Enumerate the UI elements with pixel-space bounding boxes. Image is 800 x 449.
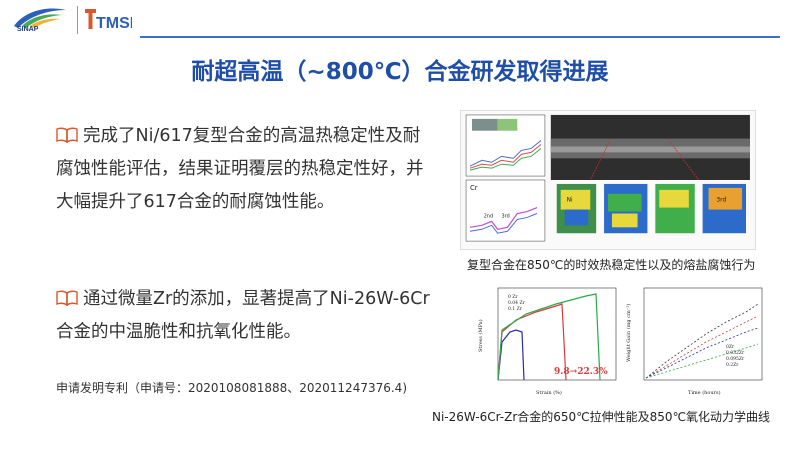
sinap-logo-icon bbox=[14, 8, 66, 28]
legend-0zr: 0 Zr bbox=[508, 294, 518, 300]
label-cr: Cr bbox=[470, 184, 478, 192]
legend-01zr: 0.1 Zr bbox=[508, 306, 523, 312]
stress-xlabel: Strain (%) bbox=[536, 389, 562, 396]
oxidation-series bbox=[645, 303, 759, 379]
sinap-logo-text: SINAP bbox=[17, 26, 39, 33]
bullet-text: 通过微量Zr的添加，显著提高了Ni-26W-6Cr合金的中温脆性和抗氧化性能。 bbox=[56, 289, 430, 342]
legend-ox-0032zr: 0.032Zr bbox=[726, 350, 745, 356]
bullet-text: 完成了Ni/617复型合金的高温热稳定性及耐腐蚀性能评估，结果证明覆层的热稳定性… bbox=[56, 126, 424, 212]
book-icon bbox=[56, 290, 78, 306]
book-icon bbox=[56, 127, 78, 143]
thermal-stability-figure: Cr 2nd 3rd Ni 3rd bbox=[460, 110, 756, 250]
tmsr-logo-icon: TMSR bbox=[85, 9, 132, 32]
patent-note: 申请发明专利（申请号：2020108081888、202011247376.4) bbox=[56, 381, 408, 395]
label-3rd-map: 3rd bbox=[716, 198, 726, 204]
bullet-item: 完成了Ni/617复型合金的高温热稳定性及耐腐蚀性能评估，结果证明覆层的热稳定性… bbox=[56, 120, 436, 219]
figure-caption-bottom: Ni-26W-6Cr-Zr合金的650℃拉伸性能及850℃氧化动力学曲线 bbox=[432, 410, 771, 424]
label-3rd: 3rd bbox=[502, 213, 510, 219]
header-rule bbox=[140, 36, 780, 38]
legend-ox-0095zr: 0.095Zr bbox=[726, 356, 745, 362]
legend-ox-0zr: 0Zr bbox=[726, 344, 735, 350]
logo-divider bbox=[77, 6, 78, 34]
curve-01zr bbox=[497, 293, 601, 381]
oxidation-ylabel: Weight Gain (mg cm⁻²) bbox=[625, 304, 632, 362]
slide-header: SINAP TMSR bbox=[0, 0, 800, 40]
slide-title: 耐超高温（~800℃）合金研发取得进展 bbox=[191, 59, 609, 85]
label-ni: Ni bbox=[567, 198, 573, 204]
stress-ylabel: Stress (MPa) bbox=[477, 319, 484, 352]
tmsr-logo-text: TMSR bbox=[96, 15, 132, 32]
legend-004zr: 0.04 Zr bbox=[508, 300, 526, 306]
elongation-annotation: 9.8→22.3% bbox=[554, 367, 608, 377]
bullet-item: 通过微量Zr的添加，显著提高了Ni-26W-6Cr合金的中温脆性和抗氧化性能。 bbox=[56, 283, 436, 349]
legend-ox-02zr: 0.2Zr bbox=[726, 362, 739, 368]
figure-caption-top: 复型合金在850℃的时效热稳定性以及的熔盐腐蚀行为 bbox=[467, 258, 756, 272]
tensile-oxidation-figure: 9.8→22.3% Strain (%) Stress (MPa) 0 Zr 0… bbox=[477, 287, 763, 396]
label-2nd: 2nd bbox=[484, 213, 493, 219]
curve-0zr bbox=[497, 329, 525, 381]
oxidation-xlabel: Time (hours) bbox=[688, 389, 721, 396]
